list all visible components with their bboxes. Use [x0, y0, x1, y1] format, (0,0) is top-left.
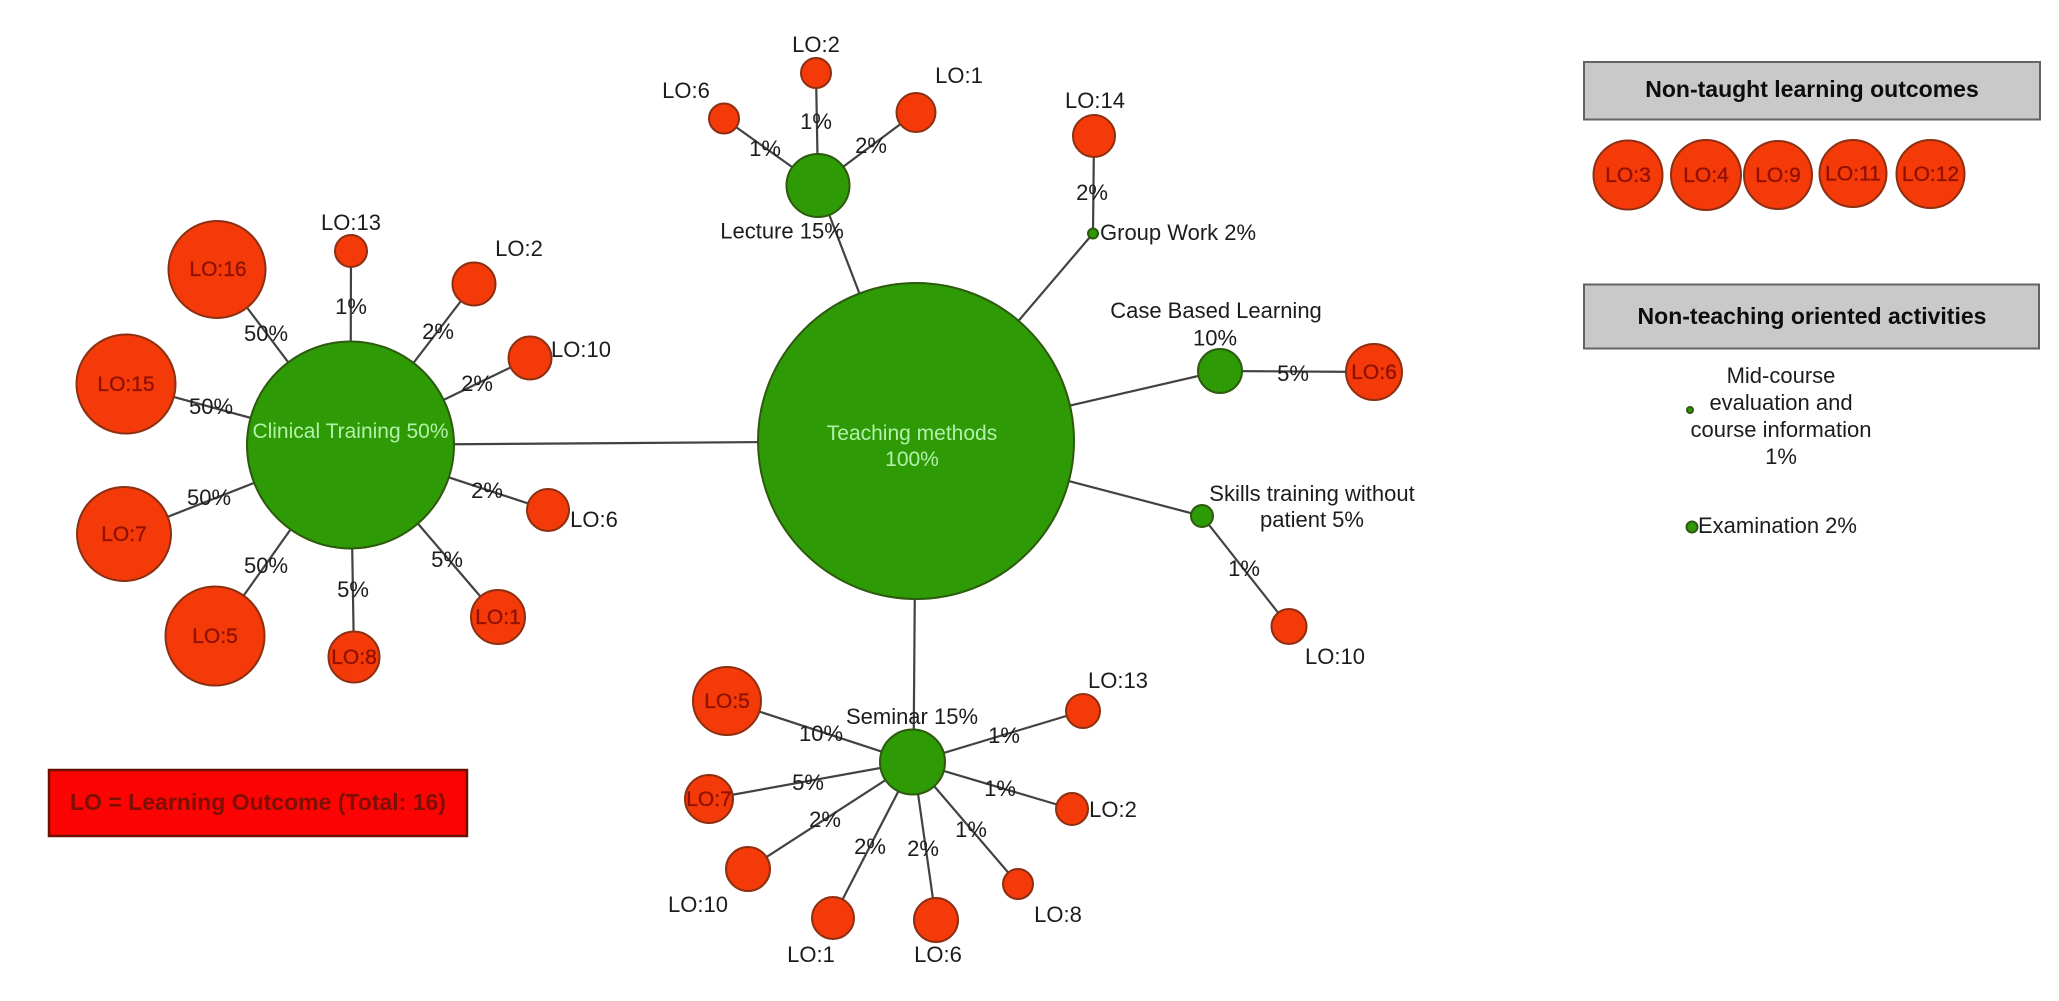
svg-text:LO:11: LO:11	[1825, 163, 1881, 186]
svg-text:2%: 2%	[461, 371, 493, 396]
svg-text:1%: 1%	[984, 776, 1016, 801]
svg-text:Non-taught learning outcomes: Non-taught learning outcomes	[1645, 76, 1979, 102]
svg-text:LO:5: LO:5	[704, 690, 750, 713]
svg-text:LO:14: LO:14	[1065, 88, 1125, 113]
svg-text:Mid-course: Mid-course	[1727, 363, 1836, 388]
svg-text:LO:7: LO:7	[686, 788, 732, 811]
svg-text:LO:8: LO:8	[1034, 902, 1082, 927]
svg-text:2%: 2%	[1076, 180, 1108, 205]
svg-text:LO:12: LO:12	[1902, 163, 1959, 186]
svg-text:LO:2: LO:2	[495, 236, 543, 261]
svg-text:Lecture 15%: Lecture 15%	[720, 219, 844, 244]
svg-text:LO:6: LO:6	[570, 507, 618, 532]
svg-text:1%: 1%	[749, 136, 781, 161]
svg-text:50%: 50%	[187, 485, 231, 510]
svg-text:LO:3: LO:3	[1605, 164, 1651, 187]
svg-text:Teaching methods: Teaching methods	[827, 422, 997, 445]
svg-text:LO:15: LO:15	[97, 373, 154, 396]
svg-text:5%: 5%	[337, 577, 369, 602]
svg-text:patient 5%: patient 5%	[1260, 507, 1364, 532]
svg-text:LO:13: LO:13	[321, 210, 381, 235]
svg-text:1%: 1%	[955, 817, 987, 842]
svg-text:LO:10: LO:10	[668, 892, 728, 917]
svg-text:LO:6: LO:6	[662, 78, 710, 103]
svg-text:LO:6: LO:6	[914, 942, 962, 967]
svg-text:LO:2: LO:2	[792, 32, 840, 57]
svg-text:10%: 10%	[799, 721, 843, 746]
svg-text:LO = Learning Outcome (Total:: LO = Learning Outcome (Total: 16)	[70, 789, 446, 815]
svg-text:course information: course information	[1691, 417, 1872, 442]
svg-text:LO:6: LO:6	[1351, 361, 1397, 384]
svg-text:2%: 2%	[855, 133, 887, 158]
svg-text:100%: 100%	[885, 448, 939, 471]
svg-text:5%: 5%	[1277, 361, 1309, 386]
svg-text:LO:5: LO:5	[192, 625, 238, 648]
svg-text:LO:10: LO:10	[551, 337, 611, 362]
svg-text:evaluation and: evaluation and	[1709, 390, 1852, 415]
svg-text:Group Work 2%: Group Work 2%	[1100, 220, 1256, 245]
svg-text:1%: 1%	[988, 723, 1020, 748]
svg-text:Case Based Learning: Case Based Learning	[1110, 298, 1322, 323]
svg-text:Seminar 15%: Seminar 15%	[846, 704, 978, 729]
svg-text:5%: 5%	[431, 547, 463, 572]
svg-text:LO:9: LO:9	[1755, 164, 1801, 187]
svg-text:LO:8: LO:8	[331, 646, 377, 669]
svg-text:1%: 1%	[335, 294, 367, 319]
svg-text:2%: 2%	[422, 319, 454, 344]
svg-text:2%: 2%	[809, 807, 841, 832]
svg-text:LO:4: LO:4	[1683, 164, 1729, 187]
svg-text:50%: 50%	[244, 321, 288, 346]
svg-text:LO:1: LO:1	[935, 63, 983, 88]
svg-text:LO:1: LO:1	[787, 942, 835, 967]
svg-text:2%: 2%	[854, 834, 886, 859]
svg-text:Non-teaching oriented activiti: Non-teaching oriented activities	[1638, 303, 1987, 329]
svg-text:LO:2: LO:2	[1089, 797, 1137, 822]
svg-text:50%: 50%	[189, 394, 233, 419]
svg-text:Examination 2%: Examination 2%	[1698, 513, 1857, 538]
svg-text:LO:16: LO:16	[189, 258, 246, 281]
svg-text:5%: 5%	[792, 770, 824, 795]
svg-text:1%: 1%	[800, 109, 832, 134]
svg-text:2%: 2%	[471, 478, 503, 503]
svg-text:1%: 1%	[1765, 444, 1797, 469]
svg-text:LO:13: LO:13	[1088, 668, 1148, 693]
svg-text:10%: 10%	[1193, 326, 1237, 351]
svg-text:LO:1: LO:1	[475, 606, 521, 629]
svg-text:50%: 50%	[244, 553, 288, 578]
svg-text:1%: 1%	[1228, 556, 1260, 581]
svg-text:Clinical Training 50%: Clinical Training 50%	[252, 420, 448, 443]
svg-text:2%: 2%	[907, 836, 939, 861]
svg-text:LO:7: LO:7	[101, 523, 147, 546]
svg-text:LO:10: LO:10	[1305, 644, 1365, 669]
svg-text:Skills training without: Skills training without	[1209, 481, 1414, 506]
